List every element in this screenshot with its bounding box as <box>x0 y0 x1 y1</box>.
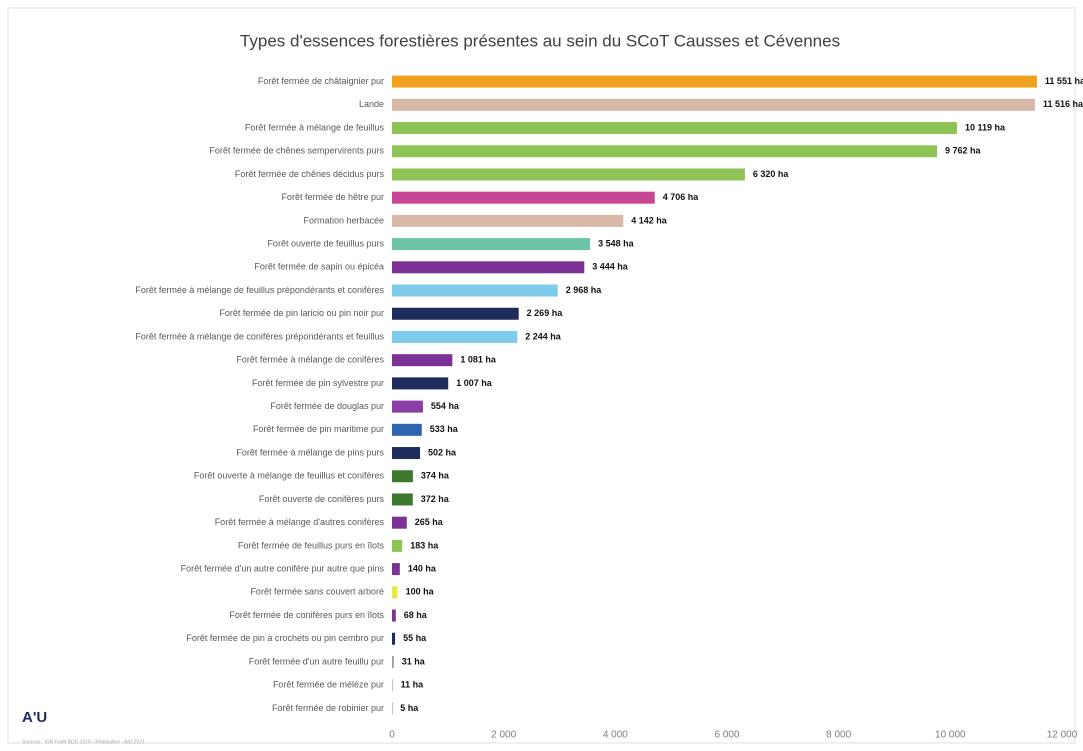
value-label: 183 ha <box>410 540 439 550</box>
y-tick-label: Forêt fermée de sapin ou épicéa <box>254 262 384 272</box>
bar <box>392 354 453 367</box>
value-label: 1 007 ha <box>456 378 493 388</box>
y-tick-label: Forêt fermée de chênes sempervirents pur… <box>209 146 384 156</box>
y-tick-label: Forêt fermée à mélange d'autres conifère… <box>215 517 385 527</box>
y-tick-label: Forêt fermée à mélange de conifères prép… <box>135 331 384 341</box>
y-tick-label: Forêt fermée de pin sylvestre pur <box>252 378 384 388</box>
value-label: 2 269 ha <box>527 308 564 318</box>
y-tick-label: Forêt fermée de feuillus purs en îlots <box>238 540 385 550</box>
x-tick-label: 0 <box>389 730 395 741</box>
x-tick-label: 12 000 <box>1047 730 1078 741</box>
y-tick-label: Forêt fermée de conifères purs en îlots <box>229 610 384 620</box>
bar <box>392 516 407 529</box>
value-label: 10 119 ha <box>965 122 1006 132</box>
y-tick-label: Forêt ouverte de feuillus purs <box>267 238 384 248</box>
bar <box>392 609 396 622</box>
value-label: 31 ha <box>402 656 426 666</box>
bar <box>392 98 1035 111</box>
chart-title: Types d'essences forestières présentes a… <box>240 31 840 50</box>
y-tick-label: Forêt fermée à mélange de pins purs <box>236 447 384 457</box>
bar <box>392 655 394 668</box>
bar <box>392 214 624 227</box>
x-tick-label: 2 000 <box>491 730 516 741</box>
value-label: 3 444 ha <box>592 262 629 272</box>
bar <box>392 493 413 506</box>
value-label: 3 548 ha <box>598 238 635 248</box>
bar <box>392 447 421 460</box>
x-tick-label: 10 000 <box>935 730 966 741</box>
logo: A'U <box>22 709 47 726</box>
source: Sources : IGN Forêt BDD 2018 - Réalisati… <box>22 739 145 745</box>
value-label: 68 ha <box>404 610 428 620</box>
y-tick-label: Forêt fermée de robinier pur <box>272 703 384 713</box>
bar <box>392 539 403 552</box>
value-label: 5 ha <box>400 703 419 713</box>
bar <box>392 400 423 413</box>
x-tick-label: 4 000 <box>603 730 628 741</box>
y-tick-label: Forêt fermée sans couvert arboré <box>250 587 384 597</box>
value-label: 554 ha <box>431 401 460 411</box>
value-label: 374 ha <box>421 471 450 481</box>
value-label: 11 ha <box>401 680 425 690</box>
value-label: 100 ha <box>406 587 435 597</box>
value-label: 265 ha <box>415 517 444 527</box>
y-tick-label: Forêt ouverte de conifères purs <box>259 494 385 504</box>
value-label: 6 320 ha <box>753 169 790 179</box>
y-tick-label: Forêt fermée à mélange de feuillus prépo… <box>135 285 384 295</box>
bar <box>392 586 398 599</box>
value-label: 11 551 ha <box>1045 76 1083 86</box>
bar <box>392 168 745 181</box>
value-label: 372 ha <box>421 494 450 504</box>
y-tick-label: Forêt fermée d'un autre conifère pur aut… <box>181 563 385 573</box>
value-label: 140 ha <box>408 563 437 573</box>
y-tick-label: Forêt fermée de pin maritime pur <box>253 424 384 434</box>
y-tick-label: Forêt fermée de chênes décidus purs <box>235 169 385 179</box>
y-tick-label: Forêt fermée à mélange de feuillus <box>245 122 385 132</box>
bar <box>392 470 413 483</box>
value-label: 55 ha <box>403 633 427 643</box>
y-tick-label: Forêt fermée de pin à crochets ou pin ce… <box>186 633 384 643</box>
y-tick-label: Forêt ouverte à mélange de feuillus et c… <box>194 471 385 481</box>
y-tick-label: Forêt fermée de mélèze pur <box>273 680 384 690</box>
bar <box>392 330 518 343</box>
frame <box>7 7 1076 744</box>
bar <box>392 145 938 158</box>
bar <box>392 191 655 204</box>
y-tick-label: Forêt fermée de douglas pur <box>270 401 384 411</box>
value-label: 9 762 ha <box>945 146 982 156</box>
y-tick-label: Forêt fermée de châtaignier pur <box>258 76 384 86</box>
y-tick-label: Formation herbacée <box>303 215 384 225</box>
y-tick-label: Lande <box>359 99 384 109</box>
bar <box>392 238 591 251</box>
value-label: 2 968 ha <box>566 285 603 295</box>
value-label: 11 516 ha <box>1043 99 1083 109</box>
bar <box>392 75 1037 88</box>
bar <box>392 122 957 135</box>
bar <box>392 284 558 297</box>
bar <box>392 702 393 715</box>
bar <box>392 307 519 320</box>
bar <box>392 377 449 390</box>
bar <box>392 563 400 576</box>
bar <box>392 423 422 436</box>
y-tick-label: Forêt fermée de pin laricio ou pin noir … <box>219 308 384 318</box>
y-tick-label: Forêt fermée à mélange de conifères <box>236 355 384 365</box>
x-tick-label: 6 000 <box>714 730 739 741</box>
value-label: 2 244 ha <box>525 331 562 341</box>
x-tick-label: 8 000 <box>826 730 851 741</box>
value-label: 4 142 ha <box>631 215 668 225</box>
bar <box>392 679 393 692</box>
y-tick-label: Forêt fermée d'un autre feuillu pur <box>249 656 384 666</box>
y-tick-label: Forêt fermée de hêtre pur <box>281 192 384 202</box>
bar <box>392 632 396 645</box>
value-label: 502 ha <box>428 447 457 457</box>
value-label: 4 706 ha <box>663 192 700 202</box>
value-label: 533 ha <box>430 424 459 434</box>
value-label: 1 081 ha <box>460 355 497 365</box>
bar <box>392 261 585 274</box>
